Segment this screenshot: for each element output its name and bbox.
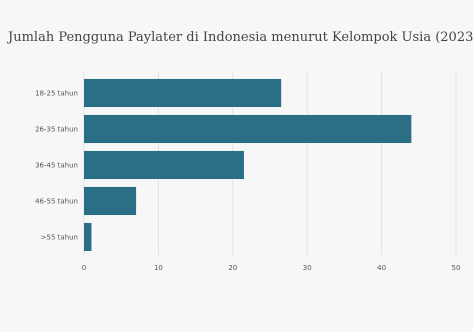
x-tick-label: 50 <box>452 264 461 272</box>
bar <box>84 78 282 108</box>
y-category-label: 26-35 tahun <box>35 126 78 134</box>
y-category-label: 46-55 tahun <box>35 198 78 206</box>
bar <box>84 150 244 180</box>
x-tick-label: 40 <box>377 264 386 272</box>
x-tick-label: 10 <box>154 264 163 272</box>
bar <box>84 186 137 216</box>
y-category-label: >55 tahun <box>41 234 78 242</box>
bar <box>84 222 92 252</box>
y-category-label: 18-25 tahun <box>35 90 78 98</box>
y-category-label: 36-45 tahun <box>35 162 78 170</box>
x-tick-label: 0 <box>82 264 86 272</box>
x-tick-label: 20 <box>228 264 237 272</box>
bar <box>84 114 412 144</box>
chart-title: Jumlah Pengguna Paylater di Indonesia me… <box>8 30 473 45</box>
x-tick-label: 30 <box>303 264 312 272</box>
